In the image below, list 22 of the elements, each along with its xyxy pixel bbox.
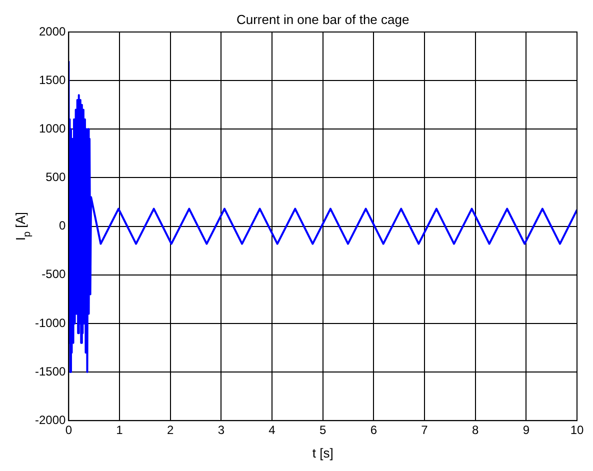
x-tick-label: 9	[522, 423, 530, 438]
chart-title: Current in one bar of the cage	[236, 12, 410, 27]
y-tick-label: 2000	[38, 24, 66, 38]
x-tick-label: 2	[167, 423, 174, 438]
x-tick-label: 10	[570, 423, 584, 438]
y-tick-label: 1500	[38, 72, 66, 87]
x-axis-title: t [s]	[312, 446, 334, 461]
y-tick-label: 0	[59, 218, 66, 233]
x-tick-label: 4	[268, 423, 276, 438]
y-tick-label: -2000	[34, 412, 66, 427]
x-tick-label: 1	[116, 423, 124, 438]
x-tick-label: 3	[218, 423, 225, 438]
y-tick-label: -500	[42, 267, 66, 282]
y-tick-label: 1000	[38, 121, 66, 136]
y-tick-label: -1000	[34, 316, 66, 330]
y-tick-label: 500	[46, 170, 66, 184]
x-tick-label: 7	[421, 423, 428, 438]
x-tick-label: 5	[320, 423, 326, 438]
y-axis-title: Ip [A]	[13, 212, 33, 241]
x-tick-label: 6	[370, 423, 378, 438]
x-tick-label: 8	[472, 423, 479, 438]
y-tick-label: -1500	[34, 364, 66, 378]
